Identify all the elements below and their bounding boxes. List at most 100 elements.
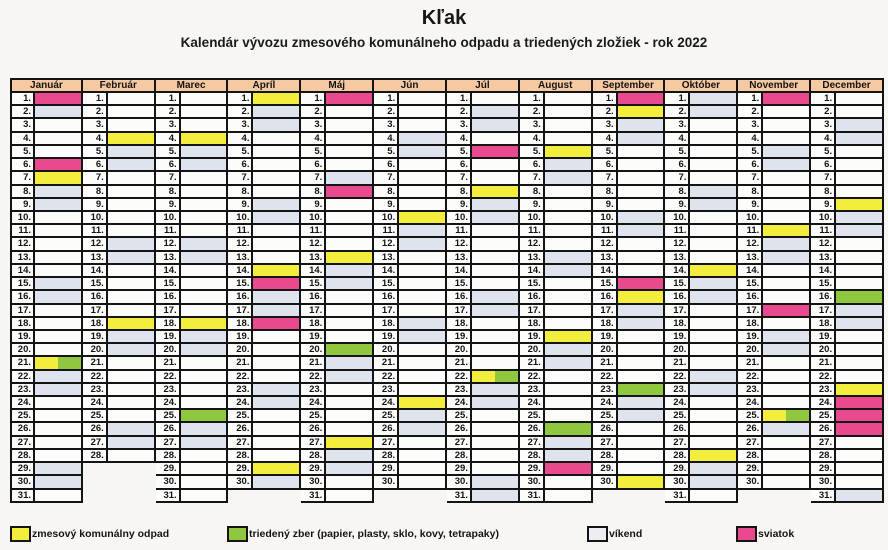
day-mark: [399, 304, 447, 318]
day-number: 4.: [738, 132, 764, 146]
day-number: 27.: [811, 436, 837, 450]
day-mark: [544, 330, 593, 345]
day-mark: [35, 357, 83, 371]
day-number: 4.: [592, 132, 618, 146]
day-number: 5.: [592, 145, 618, 160]
day-number: 4.: [665, 132, 691, 146]
day-mark: [107, 145, 156, 160]
day-number: 9.: [10, 198, 35, 212]
day-number: 27.: [301, 436, 327, 450]
day-mark: [107, 383, 156, 398]
legend-item-holiday: sviatok: [736, 526, 794, 542]
day-mark: [471, 145, 520, 160]
day-number: 27.: [82, 436, 108, 450]
day-mark: [253, 330, 302, 345]
day-number: 1.: [811, 93, 837, 107]
day-mark: [35, 119, 83, 133]
day-number: 29.: [592, 463, 618, 477]
day-number: 9.: [301, 198, 327, 212]
day-mark: [690, 357, 739, 371]
day-number: 12.: [228, 238, 254, 252]
day-number: 4.: [811, 132, 837, 146]
day-mark: [690, 330, 739, 345]
day-number: 20.: [446, 344, 472, 358]
day-mark: [253, 357, 302, 371]
day-number: 6.: [446, 159, 472, 173]
day-number: 15.: [665, 278, 691, 292]
day-mark: [690, 489, 739, 503]
day-mark: [471, 370, 520, 384]
day-mark: [544, 436, 593, 450]
day-mark: [471, 93, 520, 107]
day-number: 23.: [811, 383, 837, 398]
day-number: 14.: [811, 264, 837, 279]
day-number: 2.: [446, 106, 472, 120]
month-header: Február: [82, 78, 156, 93]
month-column-6: Jún 1. 2. 3. 4. 5. 6. 7. 8. 9. 10. 11. 12. 13. 14. 15. 1…: [374, 78, 447, 503]
day-mark: [107, 132, 156, 146]
day-mark: [399, 463, 447, 477]
day-number: 23.: [592, 383, 618, 398]
day-mark: [544, 132, 593, 146]
day-mark: [326, 423, 375, 437]
day-mark: [35, 159, 83, 173]
day-number: 26.: [155, 423, 181, 437]
day-mark: [690, 159, 739, 173]
day-mark: [836, 476, 884, 490]
day-number: 17.: [665, 304, 691, 318]
day-mark: [326, 397, 375, 411]
day-mark: [836, 436, 884, 450]
day-number: 15.: [374, 278, 400, 292]
day-number: 8.: [82, 185, 108, 199]
day-mark: [180, 423, 229, 437]
day-mark: [763, 436, 812, 450]
day-mark: [617, 145, 666, 160]
day-number: 20.: [228, 344, 254, 358]
day-mark: [253, 93, 302, 107]
day-number: 5.: [446, 145, 472, 160]
day-mark: [763, 93, 812, 107]
day-number: 2.: [592, 106, 618, 120]
day-number: 30.: [301, 476, 327, 490]
day-mark: [326, 159, 375, 173]
day-mark: [107, 317, 156, 331]
day-mark: [253, 211, 302, 226]
day-mark: [544, 198, 593, 212]
day-number: 12.: [10, 238, 35, 252]
day-mark: [253, 370, 302, 384]
day-number: 12.: [155, 238, 181, 252]
day-number: 14.: [665, 264, 691, 279]
day-mark: [35, 344, 83, 358]
day-number: 4.: [446, 132, 472, 146]
day-mark: [836, 211, 884, 226]
day-mark: [399, 159, 447, 173]
day-mark: [544, 449, 593, 464]
day-mark: [253, 449, 302, 464]
day-mark: [471, 264, 520, 279]
day-mark: [471, 489, 520, 503]
day-mark: [107, 304, 156, 318]
day-number: 11.: [592, 225, 618, 239]
day-mark: [253, 264, 302, 279]
day-number: 20.: [82, 344, 108, 358]
day-mark: [836, 449, 884, 464]
day-mark: [180, 370, 229, 384]
day-mark: [253, 291, 302, 305]
day-number: 29.: [155, 463, 181, 477]
day-mark: [617, 397, 666, 411]
day-number: 21.: [446, 357, 472, 371]
day-mark: [836, 489, 884, 503]
day-number: 10.: [519, 211, 545, 226]
day-mark: [763, 370, 812, 384]
day-mark: [107, 397, 156, 411]
day-mark: [107, 436, 156, 450]
day-mark: [180, 159, 229, 173]
day-mark: [617, 463, 666, 477]
legend-label-waste: zmesový komunálny odpad: [32, 528, 170, 540]
day-number: 19.: [155, 330, 181, 345]
day-mark: [763, 132, 812, 146]
day-mark: [617, 251, 666, 265]
month-column-5: Máj 1. 2. 3. 4. 5. 6. 7. 8. 9. 10. 11. 12. 13. 14. 15. 1…: [301, 78, 375, 503]
day-number: 31.: [301, 489, 327, 503]
day-mark: [836, 106, 884, 120]
